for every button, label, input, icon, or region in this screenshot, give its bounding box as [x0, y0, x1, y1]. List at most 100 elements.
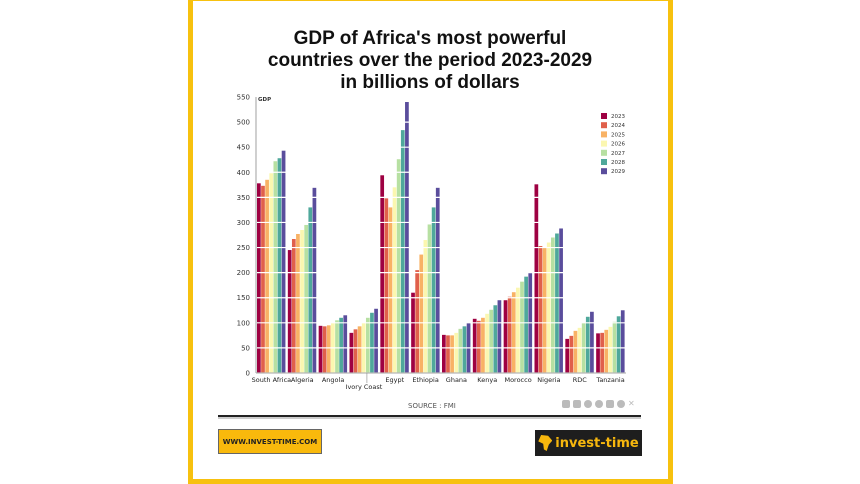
legend-swatch-2023: [601, 113, 607, 119]
bar-ivory-coast-2028: [370, 312, 374, 373]
bar-morocco-2026: [516, 287, 520, 373]
chart-title: GDP of Africa's most powerful countries …: [190, 28, 670, 94]
telegram-icon[interactable]: [584, 400, 592, 408]
bar-morocco-2028: [524, 276, 528, 373]
bar-ethiopia-2027: [427, 224, 432, 373]
y-axis-label: GDP: [258, 97, 271, 103]
y-tick-label: 100: [237, 319, 250, 327]
instagram-icon[interactable]: [606, 400, 614, 408]
y-tick-label: 300: [237, 219, 250, 227]
bar-tanzania-2025: [604, 329, 609, 373]
bar-morocco-2024: [507, 296, 512, 373]
bar-ivory-coast-2025: [357, 326, 362, 373]
facebook-icon[interactable]: [617, 400, 625, 408]
x-icon[interactable]: ✕: [628, 399, 635, 408]
bar-angola-2029: [343, 315, 348, 373]
bar-ghana-2027: [458, 328, 463, 373]
bar-angola-2023: [318, 325, 323, 373]
legend-label: 2028: [611, 160, 625, 166]
bar-egypt-2027: [396, 159, 401, 373]
bar-nigeria-2025: [542, 247, 547, 373]
y-tick-label: 50: [241, 344, 250, 352]
bar-algeria-2024: [291, 239, 296, 373]
bar-kenya-2029: [497, 300, 502, 373]
bar-angola-2025: [326, 325, 331, 373]
legend-swatch-2028: [601, 159, 607, 165]
bar-ghana-2025: [450, 335, 454, 373]
legend-swatch-2026: [601, 140, 607, 147]
y-tick-label: 200: [237, 269, 250, 277]
legend-swatch-2029: [601, 168, 607, 175]
bar-algeria-2029: [312, 187, 317, 373]
x-tick-label: Ivory Coast: [346, 383, 383, 391]
logo-text: invest-time: [555, 435, 639, 451]
x-tick-label: Tanzania: [595, 376, 624, 384]
linkedin-icon[interactable]: [562, 400, 570, 408]
bar-nigeria-2026: [546, 242, 551, 373]
y-tick-label: 450: [237, 144, 250, 152]
bar-ghana-2024: [446, 335, 450, 373]
bar-rdc-2026: [577, 327, 582, 373]
bar-south-africa-2024: [261, 185, 265, 373]
bar-egypt-2025: [388, 207, 393, 373]
legend-swatch-2025: [601, 131, 607, 138]
bar-ivory-coast-2027: [365, 317, 370, 373]
x-tick-label: Ethiopia: [412, 376, 438, 384]
bar-algeria-2028: [308, 207, 313, 373]
bar-south-africa-2027: [273, 161, 278, 373]
title-line: countries over the period 2023-2029: [267, 50, 593, 71]
legend-swatch-2024: [601, 122, 607, 129]
bar-egypt-2023: [380, 175, 385, 373]
legend-swatch-2027: [601, 149, 607, 156]
bar-kenya-2028: [493, 305, 498, 373]
bar-kenya-2023: [472, 318, 477, 373]
bar-tanzania-2024: [600, 332, 605, 373]
bar-angola-2027: [335, 320, 339, 373]
x-tick-label: Kenya: [477, 376, 497, 384]
bar-ethiopia-2028: [431, 207, 436, 373]
bar-kenya-2024: [476, 320, 481, 373]
y-tick-label: 250: [237, 244, 250, 252]
whatsapp-icon[interactable]: [595, 400, 603, 408]
bar-tanzania-2029: [620, 310, 625, 373]
bar-ivory-coast-2029: [374, 308, 378, 373]
bar-algeria-2023: [287, 250, 292, 373]
bar-egypt-2024: [384, 198, 389, 373]
bar-rdc-2029: [590, 311, 594, 373]
x-tick-label: Ghana: [446, 376, 467, 384]
bar-morocco-2025: [511, 292, 516, 373]
bar-morocco-2023: [503, 300, 508, 373]
africa-icon: [538, 435, 553, 451]
bar-tanzania-2028: [616, 316, 621, 373]
divider: [218, 415, 641, 419]
bar-ethiopia-2025: [419, 254, 424, 373]
bar-tanzania-2026: [608, 326, 613, 373]
legend-label: 2024: [611, 123, 625, 129]
x-tick-label: Algeria: [291, 376, 314, 384]
legend-label: 2025: [611, 132, 625, 138]
x-tick-label: Morocco: [504, 376, 531, 384]
bar-egypt-2028: [400, 130, 405, 373]
source-label: SOURCE : FMI: [408, 402, 456, 410]
bar-egypt-2029: [405, 102, 409, 373]
invest-time-logo: invest-time: [535, 430, 642, 456]
bar-ethiopia-2023: [411, 292, 415, 373]
x-tick-label: Nigeria: [537, 376, 560, 384]
bar-algeria-2025: [296, 233, 300, 373]
social-icons: ✕: [562, 400, 636, 408]
bar-chart: 0 50 100 150 200 250 300 350 400 450 500 550 GDP Sout…: [237, 94, 626, 391]
bar-ivory-coast-2023: [349, 332, 354, 373]
bar-algeria-2026: [300, 229, 304, 373]
bar-nigeria-2029: [559, 228, 563, 373]
bar-ghana-2028: [462, 326, 467, 373]
x-tick-label: Egypt: [385, 376, 404, 384]
youtube-icon[interactable]: [573, 400, 581, 408]
legend-label: 2029: [611, 169, 625, 175]
bar-kenya-2027: [489, 309, 494, 373]
bar-angola-2028: [339, 317, 343, 373]
bar-nigeria-2027: [550, 237, 555, 373]
website-link[interactable]: WWW.INVEST-TIME.COM: [218, 429, 322, 454]
bar-rdc-2024: [569, 335, 574, 373]
bar-ethiopia-2026: [423, 240, 428, 373]
bar-ethiopia-2024: [415, 270, 420, 373]
